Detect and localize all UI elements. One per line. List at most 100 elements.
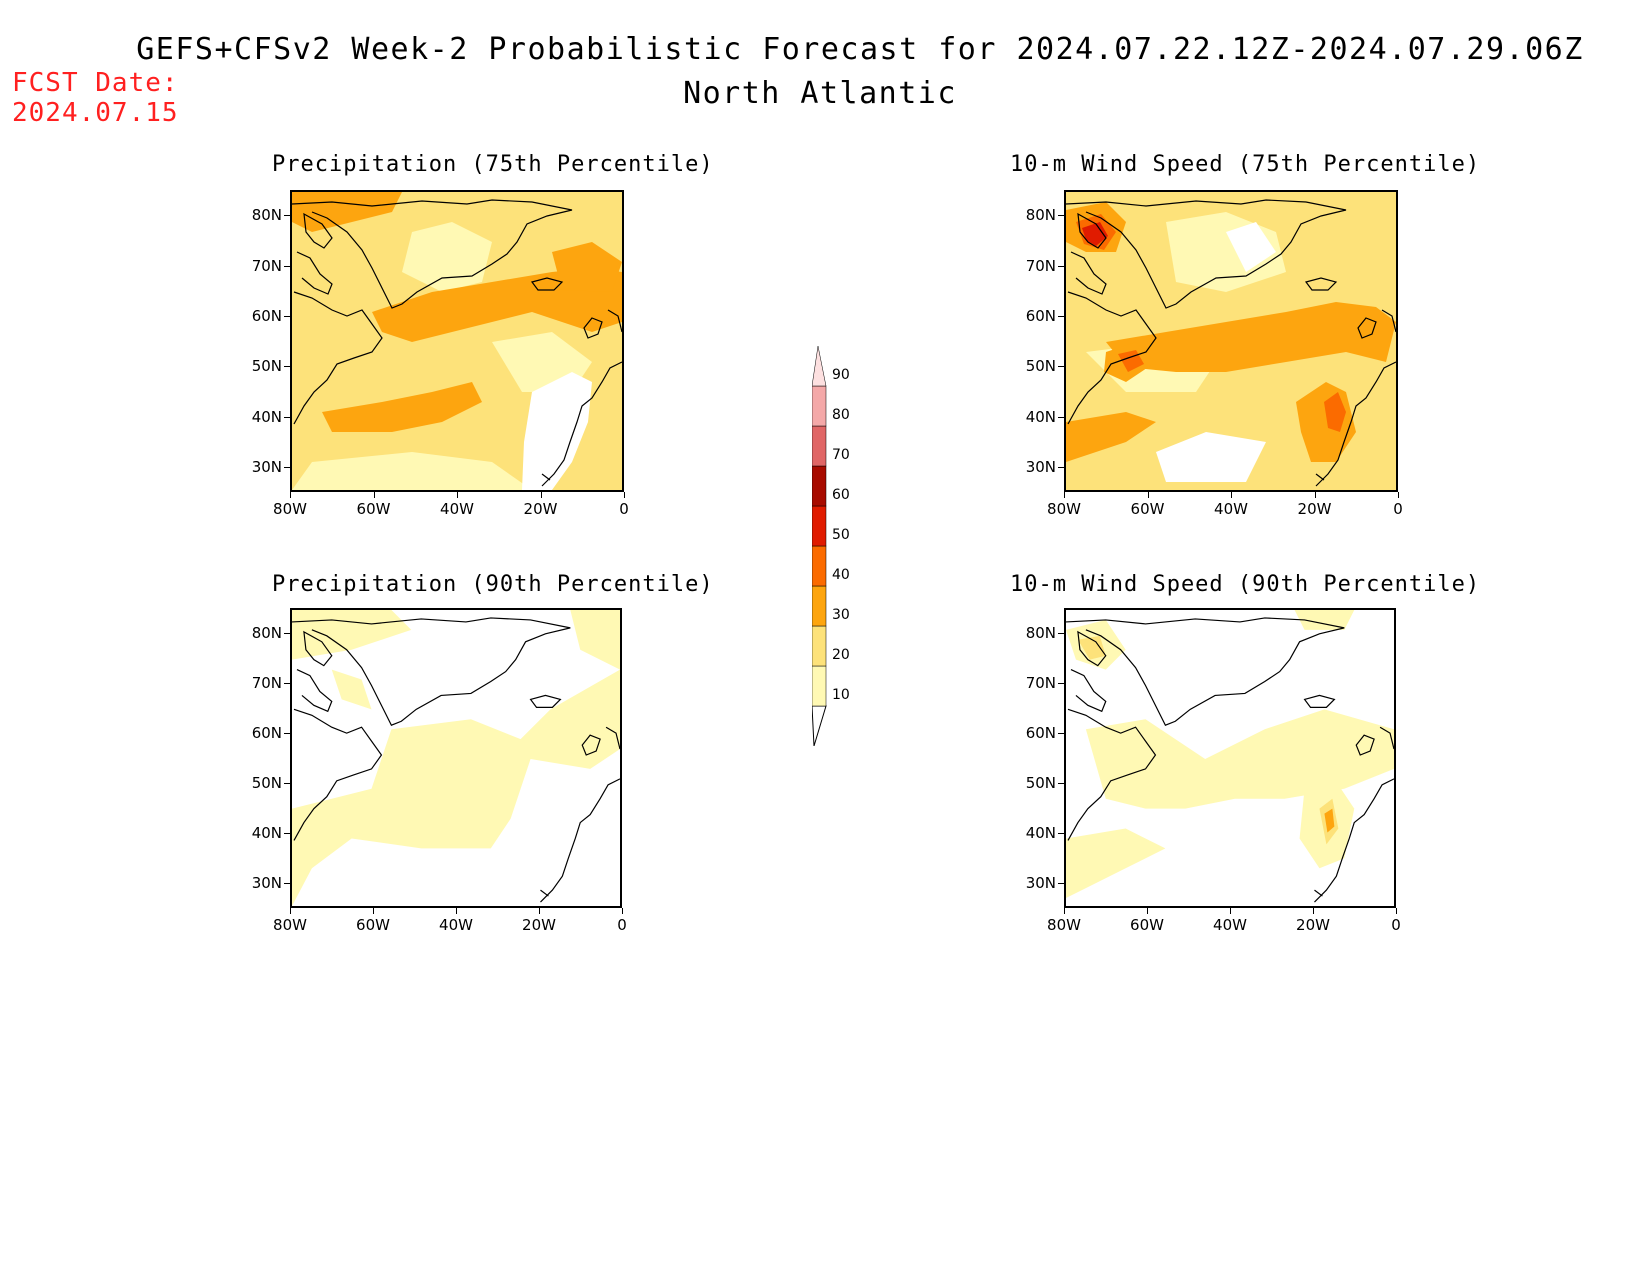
lat-tick-label: 60N [1025, 724, 1056, 742]
lat-tick-label: 80N [251, 206, 282, 225]
shaded-region [1077, 635, 1106, 660]
coastline [1355, 734, 1375, 756]
coastline [605, 726, 620, 750]
region-subtitle: North Atlantic [683, 76, 957, 111]
tick-mark [1313, 908, 1314, 914]
panel-title-precip-90: Precipitation (90th Percentile) [272, 572, 714, 597]
tick-mark [1396, 908, 1397, 914]
tick-mark [284, 833, 290, 834]
colorbar-label: 50 [832, 527, 850, 543]
lat-tick-label: 80N [251, 624, 282, 642]
lon-tick-label: 60W [1130, 500, 1165, 518]
lon-tick-label: 80W [1047, 500, 1081, 518]
tick-mark [456, 908, 457, 914]
coastline [1066, 617, 1345, 726]
lon-tick-label: 80W [1047, 916, 1081, 934]
tick-mark [373, 492, 375, 498]
coastline [1379, 726, 1394, 750]
tick-mark [1058, 466, 1064, 468]
coastline [530, 277, 564, 291]
colorbar-label: 20 [832, 647, 850, 663]
lat-tick-label: 40N [1025, 407, 1056, 426]
colorbar-label: 60 [832, 487, 850, 503]
shaded-region [322, 382, 482, 432]
tick-mark [1058, 833, 1064, 834]
tick-mark [1058, 315, 1064, 317]
shaded-region [570, 610, 620, 670]
shaded-region [1085, 709, 1394, 809]
lat-tick-label: 70N [1025, 256, 1056, 275]
panel-title-wind-90: 10-m Wind Speed (90th Percentile) [1010, 572, 1481, 597]
panel-title-precip-75: Precipitation (75th Percentile) [272, 152, 714, 177]
coastline [1070, 669, 1107, 713]
tick-mark [624, 492, 625, 498]
shaded-region [331, 669, 372, 710]
lon-tick-label: 0 [1391, 916, 1401, 934]
colorbar-swatch [811, 345, 827, 387]
coastline [1304, 277, 1338, 291]
tick-mark [1058, 783, 1064, 784]
shaded-region [372, 268, 622, 342]
tick-mark [284, 315, 290, 317]
colorbar-swatch [811, 665, 827, 707]
coastline [303, 630, 333, 667]
tick-mark [1314, 492, 1316, 498]
lat-tick-label: 30N [251, 457, 282, 476]
tick-mark [622, 908, 623, 914]
tick-mark [1058, 416, 1064, 418]
tick-mark [284, 366, 290, 368]
lon-tick-label: 40W [439, 916, 473, 934]
map-wind-90 [1064, 608, 1396, 908]
lon-tick-label: 20W [522, 916, 556, 934]
coastline [607, 309, 622, 333]
tick-mark [1058, 215, 1064, 217]
colorbar-label: 30 [832, 607, 850, 623]
lat-tick-label: 40N [251, 824, 282, 842]
lat-tick-label: 40N [1025, 824, 1056, 842]
colorbar-label: 80 [832, 407, 850, 423]
tick-mark [540, 492, 542, 498]
coastline [581, 734, 601, 756]
coastline [541, 361, 622, 487]
coastline [1381, 309, 1396, 333]
shaded-region [1226, 222, 1276, 272]
lat-tick-label: 70N [251, 674, 282, 692]
tick-mark [284, 883, 290, 884]
colorbar-swatch [811, 545, 827, 587]
lat-tick-label: 40N [251, 407, 282, 426]
lon-tick-label: 0 [1393, 500, 1403, 518]
colorbar-label: 70 [832, 447, 850, 463]
coastline [1315, 473, 1325, 481]
tick-mark [1058, 733, 1064, 734]
shaded-region [522, 372, 592, 490]
colorbar-label: 90 [832, 367, 850, 383]
lon-tick-label: 20W [1296, 916, 1330, 934]
coastline [293, 708, 383, 841]
shaded-region [402, 222, 492, 292]
colorbar-swatch [811, 385, 827, 427]
colorbar-swatch [811, 625, 827, 667]
coastline [1314, 889, 1323, 897]
coastline [1067, 708, 1157, 841]
main-title: GEFS+CFSv2 Week-2 Probabilistic Forecast… [136, 32, 1584, 67]
lat-tick-label: 30N [251, 874, 282, 892]
map-precip-90 [290, 608, 622, 908]
map-wind-90-svg [1066, 610, 1394, 906]
shaded-region [1294, 610, 1355, 630]
tick-mark [1398, 492, 1399, 498]
coastline [293, 291, 383, 425]
lat-tick-label: 60N [251, 306, 282, 325]
coastline [540, 889, 549, 897]
coastline [583, 317, 603, 339]
coastline [1077, 212, 1107, 249]
shaded-region [1106, 302, 1396, 372]
tick-mark [1147, 908, 1148, 914]
tick-mark [284, 733, 290, 734]
lat-tick-label: 30N [1025, 874, 1056, 892]
shaded-region [1066, 412, 1156, 462]
coastline [292, 199, 573, 309]
lat-tick-label: 70N [251, 256, 282, 275]
colorbar-swatch [811, 585, 827, 627]
tick-mark [1058, 366, 1064, 368]
coastline [303, 212, 333, 249]
